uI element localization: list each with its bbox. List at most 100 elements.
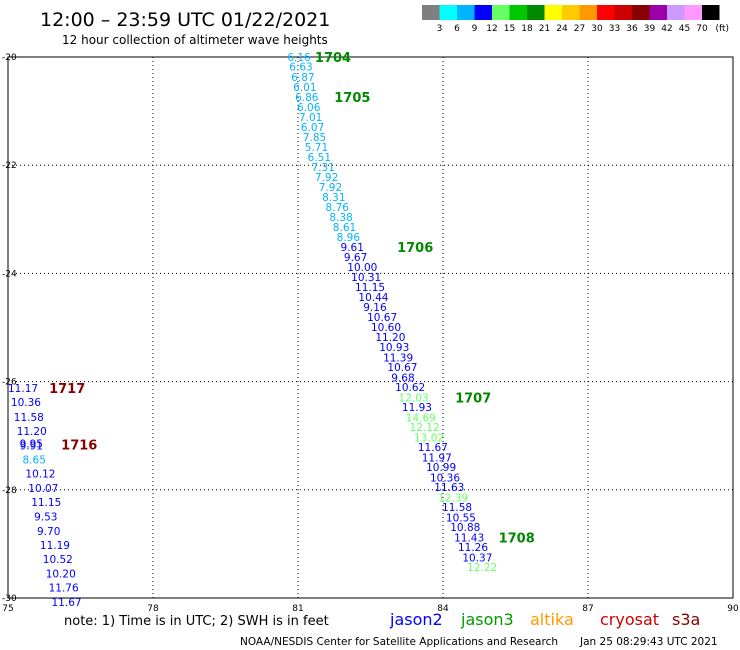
x-tick-label: 90 <box>727 604 739 614</box>
wave-height-label: 11.76 <box>49 583 79 595</box>
wave-height-label: 13.02 <box>414 432 444 444</box>
satellite-jason2: jason2 <box>389 610 443 629</box>
y-tick-label: -24 <box>2 269 17 279</box>
colorbar-label: 33 <box>609 24 620 34</box>
wave-height-label: 12.22 <box>467 562 497 574</box>
wave-height-label: 7.01 <box>299 112 322 124</box>
time-label: 1704 <box>315 51 351 66</box>
x-tick-label: 78 <box>147 604 159 614</box>
wave-height-label: 11.93 <box>402 402 432 414</box>
y-tick-label: -20 <box>2 53 17 63</box>
wave-height-label: 5.71 <box>305 142 328 154</box>
time-labels: 1704 1705 1706 1707 1708 1717 1716 <box>49 51 535 546</box>
wave-height-label: 11.20 <box>17 426 47 438</box>
colorbar-swatch <box>474 5 492 20</box>
wave-height-label: 6.01 <box>293 82 316 94</box>
wave-height-label: 10.99 <box>426 462 456 474</box>
wave-height-label: 11.43 <box>454 532 484 544</box>
wave-height-label: 11.97 <box>422 452 452 464</box>
time-label: 1708 <box>499 531 535 546</box>
wave-height-label: 7.85 <box>303 132 326 144</box>
chart-title: 12:00 – 23:59 UTC 01/22/2021 <box>40 9 330 31</box>
time-label: 1716 <box>61 438 97 453</box>
plot-grid <box>8 57 733 598</box>
colorbar-swatch <box>544 5 562 20</box>
colorbar-unit: (ft) <box>716 24 730 34</box>
colorbar-swatch <box>684 5 702 20</box>
colorbar-label: 15 <box>504 24 515 34</box>
wave-height-label: 12.03 <box>399 392 429 404</box>
colorbar-label: 27 <box>574 24 585 34</box>
colorbar-legend: 3 6 9 12 15 18 21 24 27 30 33 36 39 42 45 70 (ft) <box>422 5 729 34</box>
x-tick-label: 84 <box>437 604 449 614</box>
wave-height-label: 8.31 <box>322 192 345 204</box>
wave-height-label: 9.68 <box>391 372 414 384</box>
wave-height-label: 8.38 <box>329 212 352 224</box>
wave-height-label: 9.91 <box>20 440 43 452</box>
y-tick-label: -22 <box>2 161 17 171</box>
wave-height-label: 9.95 <box>20 438 43 450</box>
x-tick-label: 87 <box>582 604 593 614</box>
wave-height-label: 9.70 <box>37 526 60 538</box>
x-tick-label: 81 <box>292 604 303 614</box>
wave-height-label: 10.12 <box>25 469 55 481</box>
footer-note: note: 1) Time is in UTC; 2) SWH is in fe… <box>64 614 329 629</box>
colorbar-swatch <box>614 5 632 20</box>
colorbar-label: 18 <box>521 24 533 34</box>
wave-height-values: 6.166.636.876.016.866.067.016.077.855.71… <box>8 52 497 609</box>
wave-height-label: 6.51 <box>308 152 331 164</box>
wave-height-label: 10.07 <box>28 483 58 495</box>
wave-height-label: 6.63 <box>289 62 312 74</box>
colorbar-label: 36 <box>626 24 638 34</box>
wave-height-label: 6.06 <box>297 102 321 114</box>
wave-height-label: 10.31 <box>351 272 381 284</box>
colorbar-swatch <box>492 5 510 20</box>
wave-height-label: 11.15 <box>31 497 61 509</box>
wave-height-label: 11.19 <box>40 540 70 552</box>
colorbar-label: 6 <box>454 24 460 34</box>
wave-height-label: 11.63 <box>434 482 464 494</box>
colorbar-label: 3 <box>437 24 443 34</box>
plot-frame <box>7 56 734 599</box>
wave-height-label: 6.86 <box>295 92 319 104</box>
time-label: 1705 <box>334 91 370 106</box>
wave-height-label: 10.36 <box>11 397 41 409</box>
colorbar-label: 30 <box>591 24 603 34</box>
time-label: 1717 <box>49 382 85 397</box>
wave-height-label: 10.88 <box>450 522 480 534</box>
wave-height-label: 11.58 <box>14 412 44 424</box>
colorbar-label: 42 <box>661 24 672 34</box>
wave-height-label: 6.07 <box>301 122 324 134</box>
wave-height-label: 11.15 <box>355 282 385 294</box>
colorbar-swatch <box>667 5 685 20</box>
colorbar-swatch <box>632 5 650 20</box>
colorbar-swatch <box>527 5 545 20</box>
colorbar-swatch <box>457 5 475 20</box>
colorbar-swatch <box>649 5 667 20</box>
wave-height-label: 10.60 <box>371 322 401 334</box>
wave-height-label: 11.67 <box>52 597 82 609</box>
y-tick-label: -26 <box>2 378 17 388</box>
wave-height-label: 7.31 <box>312 162 335 174</box>
wave-height-label: 10.93 <box>379 342 409 354</box>
wave-height-label: 12.39 <box>438 492 468 504</box>
wave-height-label: 11.67 <box>418 442 448 454</box>
wave-height-label: 6.87 <box>291 72 314 84</box>
wave-height-label: 7.92 <box>315 172 338 184</box>
colorbar-swatch <box>597 5 615 20</box>
wave-height-label: 11.58 <box>442 502 472 514</box>
chart-subtitle: 12 hour collection of altimeter wave hei… <box>62 33 328 47</box>
footer-credit: NOAA/NESDIS Center for Satellite Applica… <box>240 636 558 648</box>
colorbar-swatch <box>562 5 580 20</box>
satellite-jason3: jason3 <box>460 610 514 629</box>
wave-height-label: 10.52 <box>43 554 73 566</box>
wave-height-label: 12.12 <box>410 422 440 434</box>
wave-height-label: 8.65 <box>23 455 46 467</box>
satellite-s3a: s3a <box>672 610 700 629</box>
wave-height-label: 14.69 <box>406 412 436 424</box>
colorbar-swatch <box>509 5 527 20</box>
wave-height-label: 10.36 <box>430 472 460 484</box>
wave-height-label: 6.16 <box>287 52 311 64</box>
colorbar-label: 45 <box>679 24 690 34</box>
colorbar-swatch <box>439 5 457 20</box>
